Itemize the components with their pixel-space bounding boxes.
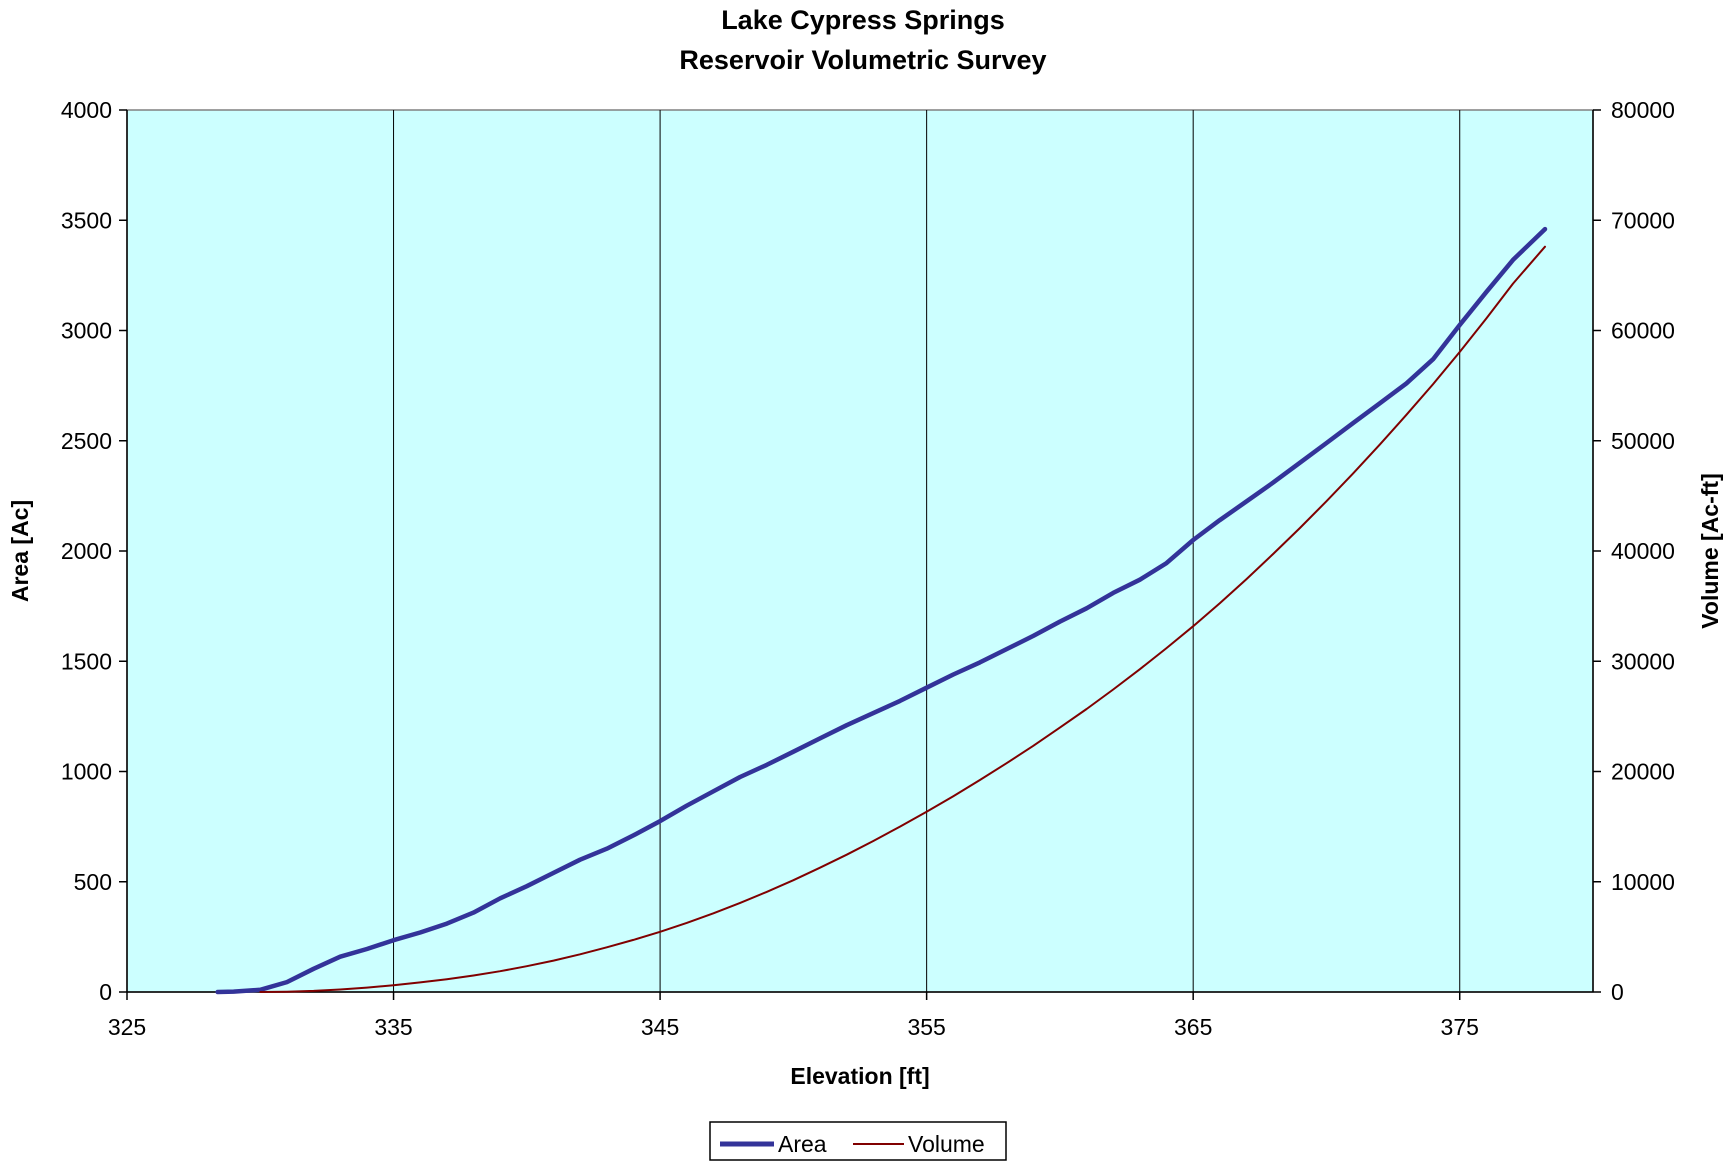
y2-tick-label: 0 (1611, 979, 1624, 1005)
y-tick-label: 500 (74, 869, 112, 895)
legend-box (709, 1121, 1007, 1161)
right-axis-ticks: 0 10000 20000 30000 40000 50000 60000 70000 8000… (1593, 97, 1675, 1005)
legend: Area Volume (709, 1121, 1007, 1161)
x-axis-title: Elevation [ft] (790, 1063, 929, 1089)
y-axis-title: Area [Ac] (7, 500, 33, 602)
x-tick-label: 325 (108, 1014, 146, 1040)
series-line-area (215, 226, 1548, 995)
x-tick-label: 355 (907, 1014, 945, 1040)
y2-tick-label: 50000 (1611, 428, 1675, 454)
y-tick-label: 0 (99, 979, 112, 1005)
series-line-volume (259, 245, 1546, 993)
y2-tick-label: 80000 (1611, 97, 1675, 123)
y2-tick-label: 10000 (1611, 869, 1675, 895)
chart-title: Lake Cypress Springs (721, 5, 1005, 35)
legend-label-volume: Volume (908, 1131, 985, 1157)
y-tick-label: 3000 (61, 318, 112, 344)
y2-tick-label: 60000 (1611, 318, 1675, 344)
x-tick-label: 375 (1441, 1014, 1479, 1040)
y-tick-label: 1500 (61, 648, 112, 674)
y-tick-label: 4000 (61, 97, 112, 123)
chart-subtitle: Reservoir Volumetric Survey (679, 45, 1046, 75)
y2-tick-label: 40000 (1611, 538, 1675, 564)
y-tick-label: 2500 (61, 428, 112, 454)
y-tick-label: 3500 (61, 207, 112, 233)
legend-label-area: Area (778, 1131, 827, 1157)
x-tick-label: 335 (374, 1014, 412, 1040)
y2-tick-label: 70000 (1611, 207, 1675, 233)
series-layer (215, 226, 1548, 995)
x-tick-label: 345 (641, 1014, 679, 1040)
x-axis-ticks: 325 335 345 355 365 375 (108, 992, 1479, 1040)
y2-axis-title: Volume [Ac-ft] (1697, 473, 1723, 628)
left-axis-ticks: 0 500 1000 1500 2000 2500 3000 3500 4000 (61, 97, 127, 1005)
y2-tick-label: 20000 (1611, 759, 1675, 785)
plot-area (126, 109, 1594, 993)
y2-tick-label: 30000 (1611, 648, 1675, 674)
y-tick-label: 2000 (61, 538, 112, 564)
y-tick-label: 1000 (61, 759, 112, 785)
vertical-gridlines (393, 110, 1461, 992)
x-tick-label: 365 (1174, 1014, 1212, 1040)
